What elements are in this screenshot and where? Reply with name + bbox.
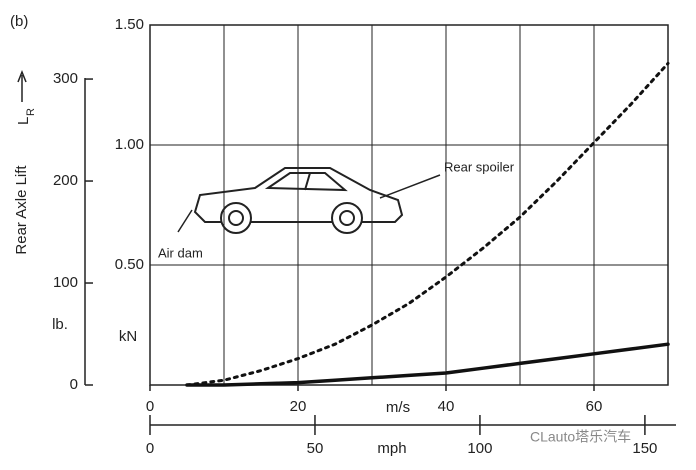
y2-tick-label: 0 xyxy=(70,376,78,393)
y-symbol: L R xyxy=(15,108,37,125)
x2-tick-label: 100 xyxy=(467,440,492,457)
x-tick-label: 20 xyxy=(290,398,307,415)
y-tick-label: 1.00 xyxy=(115,136,144,153)
series-line xyxy=(185,61,670,387)
annotation: Air dam xyxy=(158,245,203,260)
annotation: Rear spoiler xyxy=(444,159,515,174)
car-illustration xyxy=(177,167,441,234)
y-symbol-sub: R xyxy=(25,108,37,116)
x2-tick-label: 150 xyxy=(632,440,657,457)
y2-tick-label: 300 xyxy=(53,70,78,87)
x2-tick-label: 50 xyxy=(307,440,324,457)
y-arrow-head xyxy=(17,69,27,83)
x-tick-label: 40 xyxy=(438,398,455,415)
y-unit: kN xyxy=(119,328,137,345)
y-axis-label: Rear Axle Lift xyxy=(13,165,30,255)
watermark: CLauto塔乐汽车 xyxy=(530,429,631,445)
y2-unit: lb. xyxy=(52,316,68,333)
y-symbol-letter: L xyxy=(15,117,32,125)
y2-tick-label: 100 xyxy=(53,274,78,291)
x-tick-label: 0 xyxy=(146,398,154,415)
x-tick-label: 60 xyxy=(586,398,603,415)
y-tick-label: 0.50 xyxy=(115,256,144,273)
y-tick-label: 1.50 xyxy=(115,16,144,33)
x-unit: m/s xyxy=(386,399,410,416)
series-line xyxy=(185,342,670,387)
y2-tick-label: 200 xyxy=(53,172,78,189)
x2-unit: mph xyxy=(377,440,406,457)
x2-tick-label: 0 xyxy=(146,440,154,457)
panel-label: (b) xyxy=(10,13,28,30)
